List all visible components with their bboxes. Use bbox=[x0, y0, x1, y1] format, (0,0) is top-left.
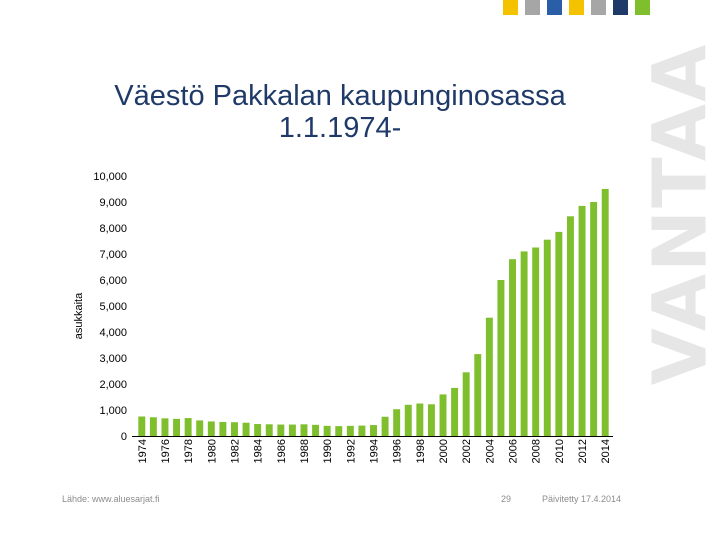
bar bbox=[427, 404, 435, 436]
bar bbox=[590, 202, 598, 436]
x-tick-label: 2004 bbox=[484, 439, 496, 463]
y-axis-label: asukkaita bbox=[73, 292, 85, 339]
bar bbox=[242, 422, 250, 436]
bar bbox=[520, 251, 528, 436]
x-tick-label: 1980 bbox=[206, 439, 218, 463]
x-tick-label: 1992 bbox=[345, 439, 357, 463]
x-tick-label: 2012 bbox=[577, 439, 589, 463]
header-square bbox=[569, 0, 584, 15]
bar bbox=[288, 424, 296, 436]
bar bbox=[265, 424, 273, 436]
bar bbox=[416, 403, 424, 436]
bar bbox=[323, 425, 331, 436]
x-tick-label: 2010 bbox=[554, 439, 566, 463]
x-tick-label: 1974 bbox=[137, 439, 149, 463]
x-tick-label: 1990 bbox=[322, 439, 334, 463]
x-tick-label: 1986 bbox=[276, 439, 288, 463]
bar bbox=[346, 425, 354, 436]
bar bbox=[138, 416, 146, 436]
bar bbox=[277, 424, 285, 436]
bar bbox=[231, 422, 238, 436]
header-square bbox=[525, 0, 540, 15]
header-square bbox=[613, 0, 628, 15]
x-tick-label: 1988 bbox=[299, 439, 311, 463]
x-tick-label: 1976 bbox=[160, 439, 172, 463]
bar bbox=[381, 416, 389, 436]
bar bbox=[578, 205, 586, 436]
title-line-2: 1.1.1974- bbox=[278, 112, 402, 144]
slide-title: Väestö Pakkalan kaupunginosassa 1.1.1974… bbox=[100, 80, 580, 144]
bar bbox=[358, 425, 366, 436]
bar bbox=[300, 424, 308, 436]
bar bbox=[485, 317, 493, 436]
header-square bbox=[503, 0, 518, 15]
source-note: Lähde: www.aluesarjat.fi bbox=[62, 494, 160, 504]
x-tick-label: 1998 bbox=[415, 439, 427, 463]
bar bbox=[370, 425, 377, 436]
bar bbox=[161, 418, 169, 436]
y-tick-label: 4,000 bbox=[99, 327, 127, 339]
bar bbox=[474, 354, 482, 436]
bar bbox=[532, 247, 540, 436]
y-tick-label: 1,000 bbox=[99, 405, 127, 417]
y-tick-label: 10,000 bbox=[93, 171, 127, 183]
bar bbox=[393, 409, 401, 436]
x-tick-label: 2002 bbox=[461, 439, 473, 463]
x-tick-label: 2006 bbox=[508, 439, 520, 463]
header-square bbox=[591, 0, 606, 15]
bar bbox=[439, 394, 447, 436]
bar bbox=[173, 418, 181, 436]
x-tick-label: 2000 bbox=[438, 439, 450, 463]
bar bbox=[509, 259, 516, 436]
updated-note: Päivitetty 17.4.2014 bbox=[542, 494, 622, 504]
y-tick-label: 7,000 bbox=[99, 249, 127, 261]
x-tick-label: 2008 bbox=[531, 439, 543, 463]
x-tick-label: 1996 bbox=[392, 439, 404, 463]
title-line-1: Väestö Pakkalan kaupunginosassa bbox=[114, 80, 566, 112]
y-tick-label: 0 bbox=[121, 431, 127, 443]
y-tick-label: 6,000 bbox=[99, 275, 127, 287]
y-tick-label: 3,000 bbox=[99, 353, 127, 365]
bar bbox=[566, 216, 574, 436]
bar bbox=[207, 421, 215, 436]
bar bbox=[219, 421, 227, 436]
y-tick-label: 5,000 bbox=[99, 301, 127, 313]
bar bbox=[601, 189, 609, 436]
bar bbox=[184, 418, 192, 436]
bar bbox=[451, 387, 459, 436]
x-tick-label: 1978 bbox=[183, 439, 195, 463]
x-tick-label: 1982 bbox=[229, 439, 241, 463]
bar bbox=[497, 280, 505, 436]
bar bbox=[335, 426, 343, 436]
page-number: 29 bbox=[501, 494, 512, 504]
bar bbox=[254, 424, 262, 436]
header-square bbox=[635, 0, 650, 15]
y-tick-label: 9,000 bbox=[99, 197, 127, 209]
y-tick-label: 8,000 bbox=[99, 223, 127, 235]
bar bbox=[543, 239, 551, 436]
bar bbox=[312, 424, 320, 436]
x-tick-label: 1984 bbox=[253, 439, 265, 463]
x-tick-label: 2014 bbox=[600, 439, 612, 463]
header-square bbox=[547, 0, 562, 15]
bar bbox=[555, 231, 563, 436]
bar bbox=[149, 417, 157, 436]
y-tick-label: 2,000 bbox=[99, 379, 127, 391]
x-tick-label: 1994 bbox=[369, 439, 381, 463]
bar bbox=[404, 404, 412, 436]
bar bbox=[196, 420, 204, 436]
bar bbox=[462, 372, 470, 436]
